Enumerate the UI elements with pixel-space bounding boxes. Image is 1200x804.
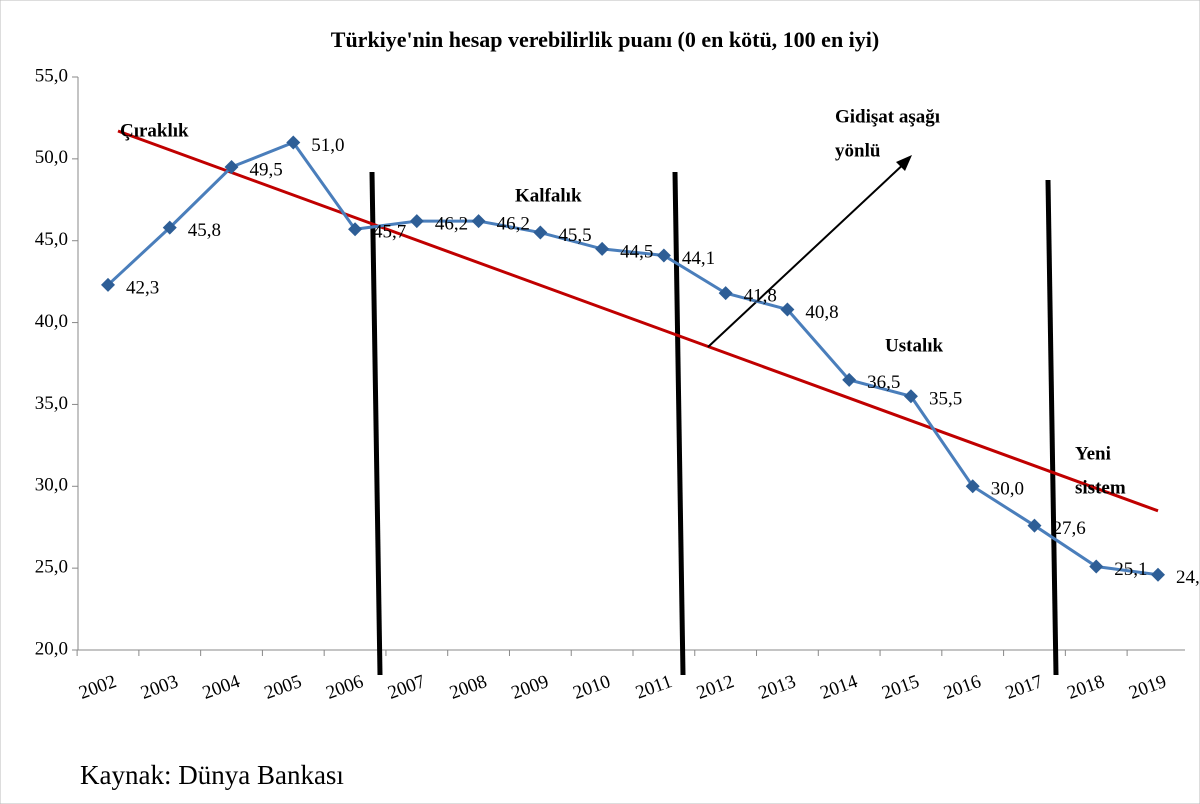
annotation: yönlü — [835, 140, 881, 161]
data-point — [286, 135, 301, 150]
data-label: 46,2 — [435, 213, 468, 234]
data-label: 45,8 — [188, 220, 221, 241]
data-point — [1027, 518, 1042, 533]
data-point — [101, 277, 115, 292]
y-tick-label: 30,0 — [35, 475, 68, 496]
data-label: 44,5 — [620, 241, 653, 262]
chart-title: Türkiye'nin hesap verebilirlik puanı (0 … — [331, 27, 879, 52]
data-label: 46,2 — [497, 213, 530, 234]
annotation: Kalfalık — [515, 185, 582, 206]
data-point — [656, 248, 671, 263]
trend-line — [117, 129, 1159, 513]
data-label: 27,6 — [1052, 518, 1085, 539]
data-label: 25,1 — [1114, 559, 1147, 580]
y-tick-label: 40,0 — [35, 311, 68, 332]
y-tick-label: 35,0 — [35, 393, 68, 414]
data-point — [533, 225, 548, 240]
y-tick-label: 50,0 — [35, 147, 68, 168]
data-label: 40,8 — [805, 302, 838, 323]
data-label: 49,5 — [250, 159, 283, 180]
y-tick-label: 45,0 — [35, 229, 68, 250]
data-point — [842, 372, 857, 387]
annotation: Gidişat aşağı — [835, 106, 940, 127]
data-label: 35,5 — [929, 389, 962, 410]
phase-separator — [369, 171, 383, 676]
annotation: sistem — [1075, 477, 1126, 498]
source: Kaynak: Dünya Bankası — [80, 760, 344, 790]
y-tick-label: 20,0 — [35, 638, 68, 659]
data-point — [595, 241, 610, 256]
phase-separator — [1045, 179, 1059, 676]
phase-separator — [672, 171, 686, 676]
data-label: 36,5 — [867, 372, 900, 393]
data-point — [348, 222, 363, 237]
data-label: 24,6 — [1176, 567, 1200, 588]
data-point — [718, 286, 733, 301]
arrow-head — [896, 155, 912, 171]
y-tick-label: 55,0 — [35, 65, 68, 86]
annotation: Yeni — [1075, 443, 1111, 464]
data-point — [965, 479, 980, 494]
data-point — [1151, 567, 1165, 582]
data-label: 41,8 — [744, 285, 777, 306]
data-point — [409, 214, 424, 229]
data-line — [106, 140, 1159, 577]
y-tick-label: 25,0 — [35, 557, 68, 578]
data-point — [471, 214, 486, 229]
data-label: 45,5 — [558, 225, 591, 246]
data-point — [162, 220, 177, 235]
data-label: 44,1 — [682, 248, 715, 269]
data-point — [780, 302, 795, 317]
data-point — [903, 389, 918, 404]
data-label: 42,3 — [126, 277, 159, 298]
annotation: Çıraklık — [120, 120, 189, 141]
data-label: 45,7 — [373, 222, 406, 243]
data-point — [224, 160, 239, 175]
data-label: 51,0 — [311, 135, 344, 156]
annotation: Ustalık — [885, 335, 944, 356]
trend-arrow — [707, 159, 909, 348]
data-label: 30,0 — [991, 479, 1024, 500]
data-point — [1089, 559, 1104, 574]
